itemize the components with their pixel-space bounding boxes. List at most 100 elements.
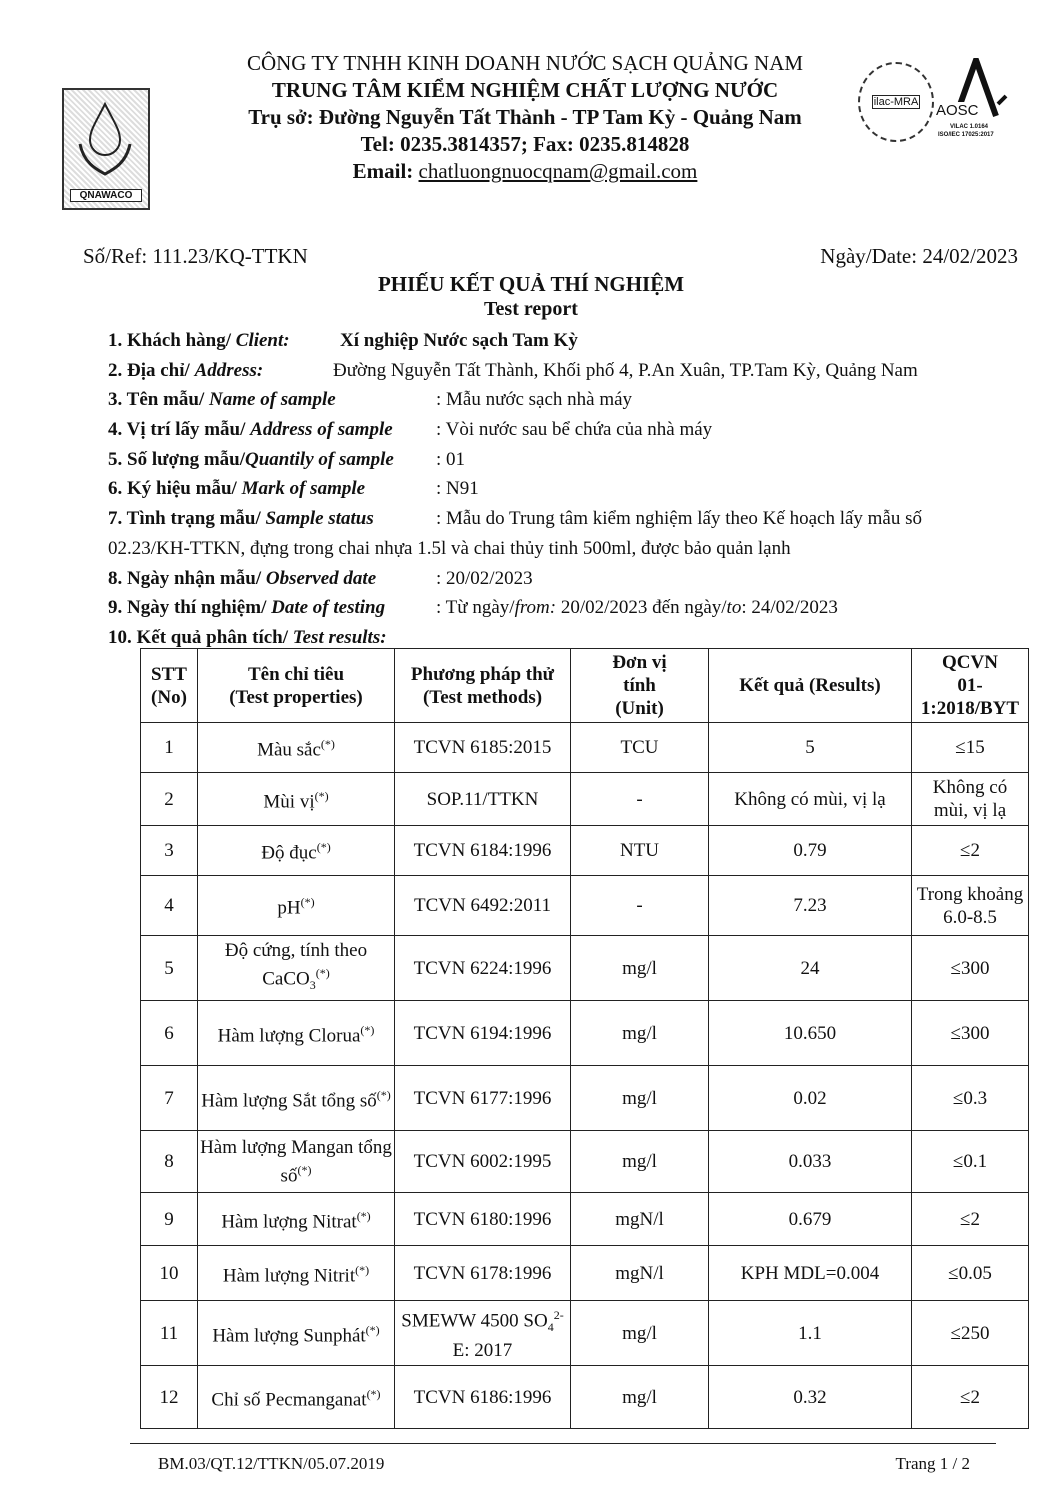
header-text: Tên chỉ tiêu: [247, 663, 345, 685]
cell-result: 0.02: [708, 1065, 912, 1131]
header-text: Kết quả (Results): [739, 675, 881, 696]
info-client: 1. Khách hàng/ Client: Xí nghiệp Nước sạc…: [108, 330, 578, 351]
phone-fax: Tel: 0235.3814357; Fax: 0235.814828: [360, 132, 690, 156]
page-number: Trang 1 / 2: [895, 1454, 970, 1473]
cell-limit: ≤300: [911, 935, 1029, 1001]
cell-property: pH(*): [197, 875, 395, 936]
cell-limit: ≤2: [911, 1365, 1029, 1429]
footer: BM.03/QT.12/TTKN/05.07.2019 Trang 1 / 2: [130, 1443, 996, 1473]
cell-result: Không có mùi, vị lạ: [708, 772, 912, 826]
cell-method: SOP.11/TTKN: [394, 772, 571, 826]
ilac-mra-logo: ilac-MRA: [858, 62, 934, 142]
cell-result: 0.32: [708, 1365, 912, 1429]
info-quantity: 5. Số lượng mẫu/Quantily of sample: 01: [108, 448, 466, 470]
info-sample-location: 4. Vị trí lấy mẫu/ Address of sample: Vò…: [108, 419, 713, 441]
table-row: 7 Hàm lượng Sắt tổng số(*) TCVN 6177:1996 m…: [140, 1065, 1029, 1131]
column-header: STT (No): [140, 648, 198, 723]
aosc-logo: AOSC VILAC 1.0164 ISO/IEC 17025:2017: [936, 58, 1018, 148]
cell-unit: mgN/l: [570, 1192, 709, 1246]
cell-limit: ≤0.05: [911, 1245, 1029, 1301]
cell-result: 24: [708, 935, 912, 1001]
report-subtitle: Test report: [484, 298, 578, 320]
cell-property: Hàm lượng Nitrit(*): [197, 1245, 395, 1301]
qnawaco-logo: QNAWACO: [62, 88, 150, 210]
cell-unit: mg/l: [570, 1130, 709, 1193]
cell-method: TCVN 6186:1996: [394, 1365, 571, 1429]
cell-no: 11: [140, 1300, 198, 1366]
cell-property: Chỉ số Pecmanganat(*): [197, 1365, 395, 1429]
cell-no: 1: [140, 722, 198, 773]
cell-result: 0.033: [708, 1130, 912, 1193]
company-name: CÔNG TY TNHH KINH DOANH NƯỚC SẠCH QUẢNG …: [246, 51, 804, 75]
cell-method: TCVN 6177:1996: [394, 1065, 571, 1131]
column-header: Đơn vị tính (Unit): [570, 648, 709, 723]
header-text: STT: [151, 663, 187, 685]
info-address: 2. Địa chỉ/ Address: Đường Nguyễn Tất Thà…: [108, 359, 918, 381]
cell-property: Hàm lượng Clorua(*): [197, 1000, 395, 1066]
cell-limit: ≤250: [911, 1300, 1029, 1366]
results-table: STT (No) Tên chỉ tiêu (Test properties) Phươ…: [140, 648, 1029, 1429]
cell-limit: ≤0.3: [911, 1065, 1029, 1131]
water-drop-hands-icon: [78, 101, 132, 176]
header-text: Phương pháp thử: [410, 663, 555, 685]
cell-limit: ≤0.1: [911, 1130, 1029, 1193]
aosc-triangle-icon: [953, 58, 1008, 118]
address: Trụ sở: Đường Nguyễn Tất Thành - TP Tam …: [248, 105, 802, 129]
cell-unit: -: [570, 875, 709, 936]
table-row: 4 pH(*) TCVN 6492:2011-7.23 Trong khoảng 6.…: [140, 875, 1029, 936]
info-mark: 6. Ký hiệu mẫu/ Mark of sample: N91: [108, 478, 479, 500]
cell-result: 1.1: [708, 1300, 912, 1366]
table-header-row: STT (No) Tên chỉ tiêu (Test properties) Phươ…: [140, 648, 1029, 723]
form-code: BM.03/QT.12/TTKN/05.07.2019: [158, 1454, 385, 1473]
cell-method: TCVN 6184:1996: [394, 825, 571, 876]
cell-property: Màu sắc(*): [197, 722, 395, 773]
cell-method: TCVN 6194:1996: [394, 1000, 571, 1066]
cell-unit: mg/l: [570, 1365, 709, 1429]
cell-unit: NTU: [570, 825, 709, 876]
cell-result: 7.23: [708, 875, 912, 936]
cell-no: 2: [140, 772, 198, 826]
report-date: Ngày/Date: 24/02/2023: [820, 244, 1018, 268]
cell-method: TCVN 6002:1995: [394, 1130, 571, 1193]
cell-no: 3: [140, 825, 198, 876]
table-row: 6 Hàm lượng Clorua(*) TCVN 6194:1996 mg/l 10…: [140, 1000, 1029, 1066]
header-text: (Test properties): [229, 686, 363, 708]
cell-result: KPH MDL=0.004: [708, 1245, 912, 1301]
cell-method: SMEWW 4500 SO42- E: 2017: [394, 1300, 571, 1366]
cell-property: Hàm lượng Sunphát(*): [197, 1300, 395, 1366]
cell-no: 4: [140, 875, 198, 936]
table-row: 1 Màu sắc(*) TCVN 6185:2015 TCU 5 ≤15: [140, 722, 1029, 773]
table-row: 3 Độ đục(*) TCVN 6184:1996 NTU 0.79 ≤2: [140, 825, 1029, 876]
cell-limit: ≤2: [911, 825, 1029, 876]
info-test-results: 10. Kết quả phân tích/ Test results:: [108, 626, 387, 648]
center-name: TRUNG TÂM KIỂM NGHIỆM CHẤT LƯỢNG NƯỚC: [271, 78, 779, 102]
cell-unit: TCU: [570, 722, 709, 773]
table-row: 9 Hàm lượng Nitrat(*) TCVN 6180:1996 mgN/l 0…: [140, 1192, 1029, 1246]
cell-unit: mg/l: [570, 1065, 709, 1131]
header-text: 01-: [957, 675, 983, 696]
info-testing-date: 9. Ngày thí nghiệm/ Date of testing: Từ …: [108, 597, 838, 619]
column-header: Phương pháp thử (Test methods): [394, 648, 571, 723]
column-header: Tên chỉ tiêu (Test properties): [197, 648, 395, 723]
cell-no: 7: [140, 1065, 198, 1131]
cell-method: TCVN 6492:2011: [394, 875, 571, 936]
cell-property: Hàm lượng Nitrat(*): [197, 1192, 395, 1246]
cell-unit: mgN/l: [570, 1245, 709, 1301]
header-text: (No): [151, 686, 187, 708]
info-status-cont: 02.23/KH-TTKN, đựng trong chai nhựa 1.5l…: [108, 537, 791, 559]
cell-method: TCVN 6224:1996: [394, 935, 571, 1001]
sample-info: 1. Khách hàng/ Client: Xí nghiệp Nước sạc…: [108, 326, 1028, 653]
email-link[interactable]: chatluongnuocqnam@gmail.com: [418, 159, 698, 183]
cell-limit: ≤15: [911, 722, 1029, 773]
cell-result: 0.79: [708, 825, 912, 876]
column-header: QCVN 01- 1:2018/BYT: [911, 648, 1029, 723]
cell-unit: -: [570, 772, 709, 826]
cell-result: 10.650: [708, 1000, 912, 1066]
email-line: Email: chatluongnuocqnam@gmail.com: [352, 159, 698, 183]
info-sample-name: 3. Tên mẫu/ Name of sample: Mẫu nước sạc…: [108, 389, 633, 411]
info-status: 7. Tình trạng mẫu/ Sample status: Mẫu do…: [108, 508, 923, 530]
table-row: 5 Độ cứng, tính theo CaCO3(*) TCVN 6224:19…: [140, 935, 1029, 1001]
cell-no: 8: [140, 1130, 198, 1193]
header-text: tính: [623, 675, 656, 696]
cell-result: 0.679: [708, 1192, 912, 1246]
